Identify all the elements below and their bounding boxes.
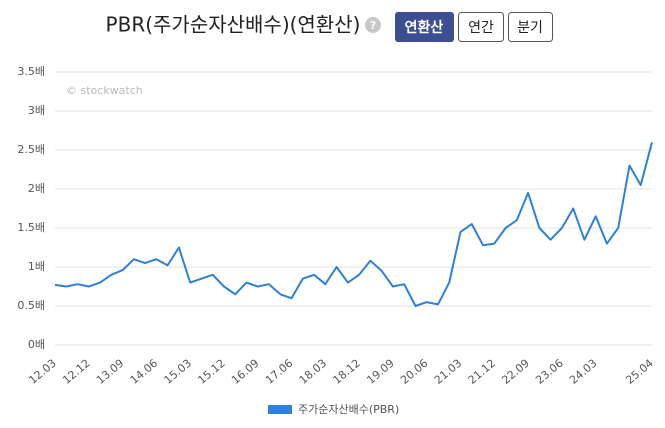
y-tick-label: 0배 bbox=[28, 338, 45, 351]
x-tick-label: 20.06 bbox=[398, 357, 430, 387]
button[interactable]: 분기 bbox=[517, 20, 543, 36]
x-tick-label: 23.06 bbox=[533, 357, 565, 387]
y-tick-label: 3.5배 bbox=[17, 65, 45, 78]
x-tick-label: 18.03 bbox=[297, 357, 329, 387]
y-tick-label: 2.5배 bbox=[17, 143, 45, 156]
watermark: © stockwatch bbox=[66, 84, 143, 97]
button-bg[interactable] bbox=[458, 12, 504, 42]
button-bg[interactable] bbox=[508, 12, 553, 42]
help-icon-bg[interactable] bbox=[365, 17, 381, 33]
y-tick-label: 0.5배 bbox=[17, 299, 45, 312]
chart-title: PBR(주가순자산배수)(연환산) bbox=[106, 13, 361, 37]
x-tick-label: 25.04 bbox=[623, 357, 655, 387]
button[interactable]: 연환산 bbox=[405, 19, 444, 36]
x-tick-label: 16.09 bbox=[229, 357, 261, 387]
legend-swatch bbox=[268, 405, 292, 414]
x-tick-label: 21.03 bbox=[432, 357, 464, 387]
x-tick-label: 21.12 bbox=[466, 357, 498, 387]
x-tick-label: 17.06 bbox=[263, 357, 295, 387]
y-tick-label: 1.5배 bbox=[17, 221, 45, 234]
x-tick-label: 14.06 bbox=[128, 357, 160, 387]
x-tick-label: 15.12 bbox=[195, 357, 227, 387]
x-tick-label: 12.12 bbox=[60, 357, 92, 387]
legend-label: 주가순자산배수(PBR) bbox=[298, 403, 399, 416]
x-tick-label: 24.03 bbox=[567, 357, 599, 387]
x-tick-label: 13.09 bbox=[94, 357, 126, 387]
button[interactable]: 연간 bbox=[468, 20, 494, 36]
button-bg[interactable] bbox=[395, 12, 454, 42]
x-tick-label: 18.12 bbox=[331, 357, 363, 387]
x-tick-label: 12.03 bbox=[26, 357, 58, 387]
x-tick-label: 15.03 bbox=[162, 357, 194, 387]
y-tick-label: 2배 bbox=[28, 182, 45, 195]
x-tick-label: 22.09 bbox=[499, 357, 531, 387]
y-tick-label: 1배 bbox=[28, 260, 45, 273]
y-tick-label: 3배 bbox=[28, 104, 45, 117]
help-icon[interactable]: ? bbox=[370, 19, 376, 32]
line bbox=[54, 141, 653, 307]
x-tick-label: 19.09 bbox=[364, 357, 396, 387]
